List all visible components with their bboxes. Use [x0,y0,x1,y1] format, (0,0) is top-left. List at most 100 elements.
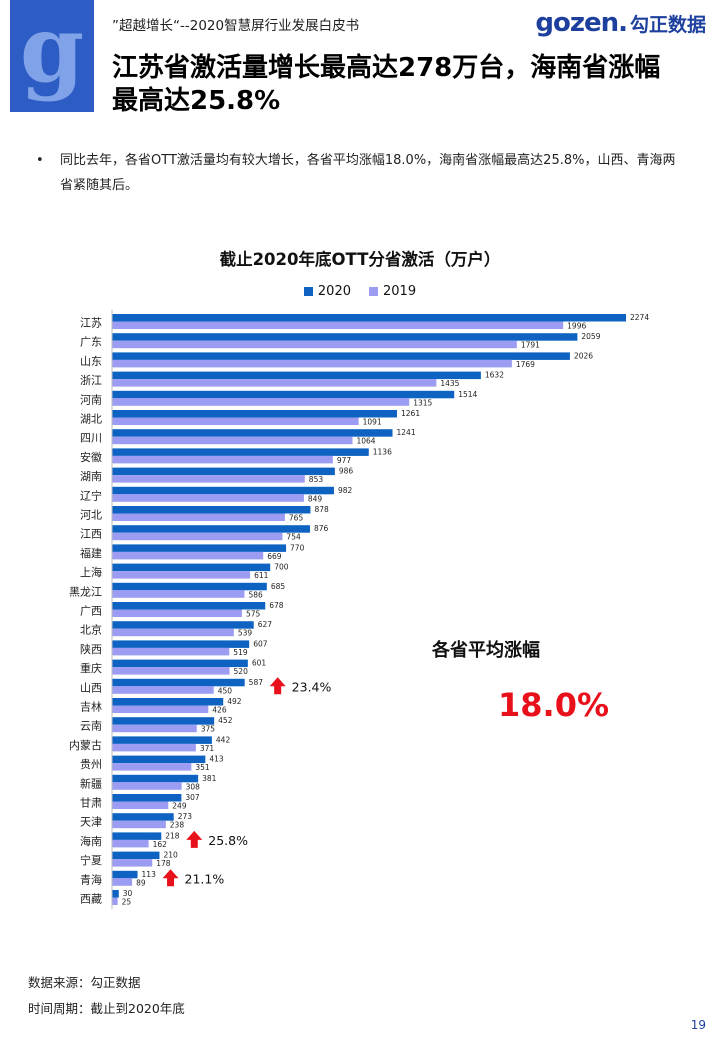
growth-arrow-icon [186,830,203,848]
growth-arrow-icon [269,677,286,695]
bar-2020 [112,563,271,572]
bar-2020 [112,890,119,898]
data-label-2019: 1315 [413,398,432,407]
category-label: 海南 [80,834,102,848]
bar-2020 [112,352,570,360]
data-label-2020: 587 [249,678,264,687]
category-label: 广西 [80,605,102,618]
data-label-2020: 601 [252,659,267,668]
bar-2020 [112,429,393,437]
page-number: 19 [690,1018,706,1032]
bar-2020 [112,640,250,648]
bar-2019 [112,340,517,349]
data-label-2020: 218 [165,831,180,840]
data-label-2020: 113 [142,870,157,879]
data-label-2019: 238 [170,821,185,830]
category-label: 广东 [80,336,102,349]
category-label: 江西 [80,528,102,541]
chart-title: 截止2020年底OTT分省激活（万户） [219,250,501,269]
bar-2019 [112,359,512,368]
bar-2020 [112,659,248,668]
bar-2019 [112,647,230,656]
bar-2019 [112,878,133,886]
data-label-2020: 607 [253,639,268,648]
data-label-2020: 2274 [630,313,649,322]
data-label-2020: 1514 [458,390,477,399]
brand-name-en: gozen. [535,8,628,38]
report-subtitle: ”超越增长“--2020智慧屏行业发展白皮书 [112,18,360,34]
data-label-2020: 210 [163,851,178,860]
growth-annotation: 23.4% [292,679,332,694]
chart-legend: 2020 2019 [0,284,720,299]
data-label-2019: 25 [122,898,132,907]
bar-2020 [112,717,215,725]
data-label-2019: 375 [201,725,216,734]
data-label-2020: 442 [216,735,231,744]
bullet-dot-icon: • [36,153,44,168]
bar-2020 [112,621,254,629]
data-label-2019: 977 [337,456,352,465]
category-label: 山西 [80,681,102,694]
average-growth-value: 18.0% [498,686,610,724]
category-label: 安徽 [80,450,102,464]
data-label-2019: 308 [186,782,201,791]
growth-arrow-icon [162,869,179,887]
bar-2019 [112,859,153,867]
data-label-2019: 1064 [356,437,375,446]
bar-2019 [112,628,234,637]
data-label-2019: 849 [308,494,323,503]
bar-2020 [112,602,266,610]
data-label-2019: 371 [200,744,215,753]
category-label: 四川 [80,432,102,445]
bar-2019 [112,590,245,598]
data-label-2020: 627 [258,620,273,629]
bar-2019 [112,455,333,464]
category-label: 吉林 [80,700,102,714]
bar-2020 [112,755,206,764]
bar-2020 [112,371,481,380]
bar-2019 [112,763,192,771]
data-label-2020: 700 [274,563,289,572]
brand-name-cn: 勾正数据 [629,13,706,36]
data-label-2020: 413 [209,755,224,764]
data-label-2019: 1435 [440,379,459,388]
bar-2019 [112,551,264,560]
data-label-2020: 770 [290,543,305,552]
bar-2019 [112,839,149,848]
data-label-2020: 678 [269,601,284,610]
time-period: 时间周期：截止到2020年底 [28,1001,185,1016]
bar-2019 [112,321,564,329]
data-label-2020: 2026 [574,351,593,360]
legend-swatch-2020 [303,287,313,296]
data-label-2020: 452 [218,716,233,725]
category-label: 贵州 [80,758,102,771]
bar-2019 [112,379,437,387]
data-label-2019: 539 [238,629,253,638]
bar-2020 [112,698,224,706]
data-label-2020: 1632 [485,371,504,380]
data-label-2020: 986 [339,467,354,476]
data-label-2019: 351 [195,763,210,772]
legend-swatch-2019 [369,287,378,296]
bar-2020 [112,410,398,418]
bar-2019 [112,724,197,733]
bar-2019 [112,782,182,790]
bar-2020 [112,525,311,533]
category-label: 湖南 [80,470,102,483]
category-label: 山东 [80,355,102,368]
bar-2019 [112,475,305,483]
data-label-2019: 450 [218,686,233,695]
bar-2020 [112,390,455,399]
data-label-2019: 249 [172,802,187,811]
data-label-2019: 1769 [516,360,535,369]
bar-2020 [112,448,369,456]
data-label-2019: 162 [153,840,168,849]
bar-2019 [112,705,209,713]
bar-2020 [112,333,578,341]
category-label: 河北 [80,509,102,522]
data-label-2020: 1241 [397,428,416,437]
data-label-2020: 492 [227,697,242,706]
data-label-2020: 30 [123,889,133,898]
data-label-2019: 754 [286,533,301,542]
legend-label-2019: 2019 [383,284,417,299]
